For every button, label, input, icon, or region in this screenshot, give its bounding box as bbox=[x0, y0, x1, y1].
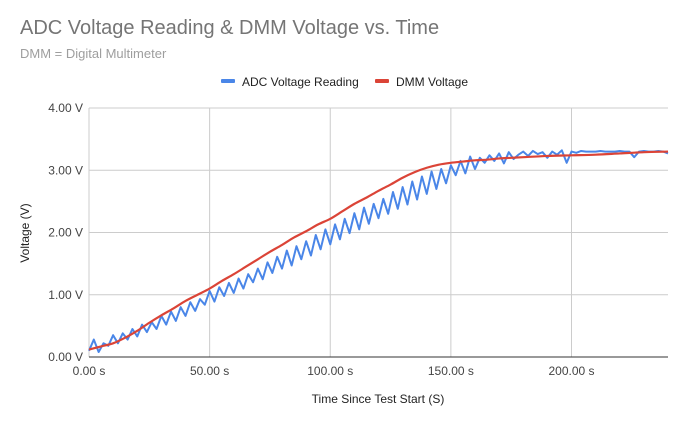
legend-swatch-adc bbox=[221, 79, 235, 83]
y-axis-title: Voltage (V) bbox=[18, 203, 32, 262]
y-axis-ticks: 0.00 V 1.00 V 2.00 V 3.00 V 4.00 V bbox=[48, 101, 83, 364]
x-tick-label: 0.00 s bbox=[73, 364, 106, 378]
legend: ADC Voltage Reading DMM Voltage bbox=[221, 75, 468, 89]
grid-lines bbox=[88, 107, 668, 357]
y-tick-label: 2.00 V bbox=[48, 226, 83, 240]
y-tick-label: 4.00 V bbox=[48, 101, 83, 115]
x-axis-ticks: 0.00 s 50.00 s 100.00 s 150.00 s 200.00 s bbox=[73, 364, 595, 378]
x-axis-title: Time Since Test Start (S) bbox=[312, 392, 445, 406]
series-line-adc-voltage bbox=[88, 149, 669, 354]
x-tick-label: 150.00 s bbox=[428, 364, 474, 378]
y-tick-label: 1.00 V bbox=[48, 288, 83, 302]
y-tick-label: 0.00 V bbox=[48, 350, 83, 364]
x-tick-label: 100.00 s bbox=[307, 364, 353, 378]
series-line-dmm-voltage bbox=[88, 150, 669, 351]
legend-label-adc: ADC Voltage Reading bbox=[242, 75, 359, 89]
chart-subtitle: DMM = Digital Multimeter bbox=[20, 46, 167, 61]
chart-title: ADC Voltage Reading & DMM Voltage vs. Ti… bbox=[20, 17, 440, 39]
legend-swatch-dmm bbox=[375, 79, 389, 83]
series-lines bbox=[88, 149, 669, 354]
x-tick-label: 200.00 s bbox=[548, 364, 594, 378]
y-tick-label: 3.00 V bbox=[48, 163, 83, 177]
x-tick-label: 50.00 s bbox=[190, 364, 229, 378]
legend-label-dmm: DMM Voltage bbox=[396, 75, 468, 89]
